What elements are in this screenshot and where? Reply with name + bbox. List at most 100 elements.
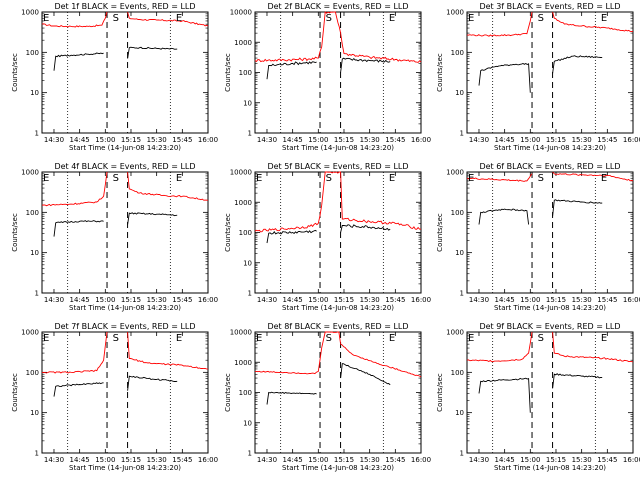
x-tick-label: 15:00 (95, 136, 115, 144)
y-tick-label: 1 (460, 130, 464, 138)
series-events-line (53, 52, 104, 71)
x-tick-label: 15:45 (172, 136, 192, 144)
y-tick-label: 1000 (234, 39, 252, 47)
y-axis-label: Counts/sec (11, 213, 19, 252)
x-tick-label: 14:30 (469, 456, 489, 464)
series-lld-line (466, 173, 533, 182)
y-tick-label: 10000 (230, 169, 252, 177)
marker-s: S (113, 333, 119, 344)
x-axis-label: Start Time (14-Jun-08 14:23:20) (69, 464, 181, 472)
marker-s: S (113, 13, 119, 24)
x-tick-label: 14:30 (257, 456, 277, 464)
y-tick-label: 10 (243, 99, 252, 107)
marker-s: S (538, 13, 544, 24)
series-lld-line (254, 171, 422, 233)
y-tick-label: 10 (30, 89, 39, 97)
plot-frame (41, 171, 209, 294)
x-tick-label: 15:30 (147, 296, 167, 304)
series-lld-line (466, 331, 533, 363)
y-tick-label: 100 (26, 209, 39, 217)
x-tick-label: 15:45 (597, 456, 617, 464)
panel-title: Det 8f BLACK = Events, RED = LLD (267, 322, 408, 331)
y-axis-label: Counts/sec (436, 53, 444, 92)
marker-s: S (538, 173, 544, 184)
x-tick-label: 15:00 (308, 296, 328, 304)
plot-frame (254, 171, 422, 294)
x-tick-label: 15:45 (385, 136, 405, 144)
series-lld-line (127, 11, 209, 27)
marker-e: E (389, 173, 395, 184)
panel-title: Det 4f BLACK = Events, RED = LLD (54, 162, 195, 171)
marker-e: E (256, 333, 262, 344)
y-tick-label: 10 (243, 259, 252, 267)
panel-det1: Det 1f BLACK = Events, RED = LLD 14:30 14:… (11, 2, 218, 152)
x-axis-label: Start Time (14-Jun-08 14:23:20) (282, 144, 394, 152)
x-axis-label: Start Time (14-Jun-08 14:23:20) (494, 144, 606, 152)
y-tick-label: 1 (35, 130, 39, 138)
series-events-line (127, 212, 178, 225)
plot-frame (466, 331, 634, 454)
y-tick-label: 10 (243, 419, 252, 427)
series-events-line (53, 382, 104, 397)
series-events-line (340, 57, 391, 73)
panel-det4: Det 4f BLACK = Events, RED = LLD 14:30 14:… (11, 162, 218, 312)
x-tick-label: 16:00 (198, 296, 218, 304)
y-tick-label: 1000 (446, 9, 464, 17)
marker-e: E (601, 173, 607, 184)
plot-frame (41, 331, 209, 454)
x-tick-label: 14:30 (44, 136, 64, 144)
y-axis-label: Counts/sec (436, 373, 444, 412)
y-tick-label: 100 (451, 49, 464, 57)
x-tick-label: 14:45 (283, 136, 303, 144)
marker-e: E (256, 173, 262, 184)
marker-e: E (43, 13, 49, 24)
y-axis-label: Counts/sec (224, 213, 232, 252)
y-tick-label: 10 (455, 249, 464, 257)
y-axis-label: Counts/sec (11, 373, 19, 412)
y-tick-label: 100 (26, 369, 39, 377)
panel-title: Det 1f BLACK = Events, RED = LLD (54, 2, 195, 11)
y-tick-label: 1 (248, 450, 252, 458)
series-events-line (478, 377, 531, 413)
series-events-line (266, 391, 317, 405)
marker-e: E (468, 333, 474, 344)
x-tick-label: 15:15 (334, 136, 354, 144)
y-tick-label: 1 (35, 290, 39, 298)
y-tick-label: 1 (248, 130, 252, 138)
x-tick-label: 15:45 (597, 136, 617, 144)
x-axis-label: Start Time (14-Jun-08 14:23:20) (69, 304, 181, 312)
series-events-line (127, 46, 178, 59)
x-tick-label: 15:00 (308, 136, 328, 144)
y-tick-label: 100 (451, 369, 464, 377)
panel-title: Det 9f BLACK = Events, RED = LLD (479, 322, 620, 331)
x-tick-label: 15:00 (520, 136, 540, 144)
x-tick-label: 15:30 (360, 456, 380, 464)
x-tick-label: 16:00 (623, 456, 640, 464)
x-tick-label: 15:30 (572, 296, 592, 304)
x-tick-label: 15:00 (308, 456, 328, 464)
y-tick-label: 1000 (234, 359, 252, 367)
panel-det7: Det 7f BLACK = Events, RED = LLD 14:30 14:… (11, 322, 218, 472)
marker-e: E (389, 333, 395, 344)
marker-s: S (538, 333, 544, 344)
series-lld-line (41, 171, 108, 207)
marker-s: S (326, 173, 332, 184)
x-tick-label: 15:45 (385, 456, 405, 464)
series-events-line (340, 224, 391, 233)
x-tick-label: 14:30 (44, 456, 64, 464)
series-events-line (340, 363, 391, 386)
series-lld-line (127, 331, 209, 370)
series-lld-line (41, 331, 108, 374)
panel-det9: Det 9f BLACK = Events, RED = LLD 14:30 14:… (436, 322, 640, 472)
marker-e: E (176, 333, 182, 344)
x-tick-label: 14:30 (257, 296, 277, 304)
panel-det6: Det 6f BLACK = Events, RED = LLD 14:30 14:… (436, 162, 640, 312)
y-tick-label: 100 (239, 69, 252, 77)
x-tick-label: 16:00 (411, 136, 431, 144)
marker-s: S (113, 173, 119, 184)
x-tick-label: 14:30 (469, 296, 489, 304)
y-axis-label: Counts/sec (436, 213, 444, 252)
series-events-line (552, 373, 603, 389)
x-tick-label: 15:00 (520, 456, 540, 464)
y-axis-label: Counts/sec (11, 53, 19, 92)
